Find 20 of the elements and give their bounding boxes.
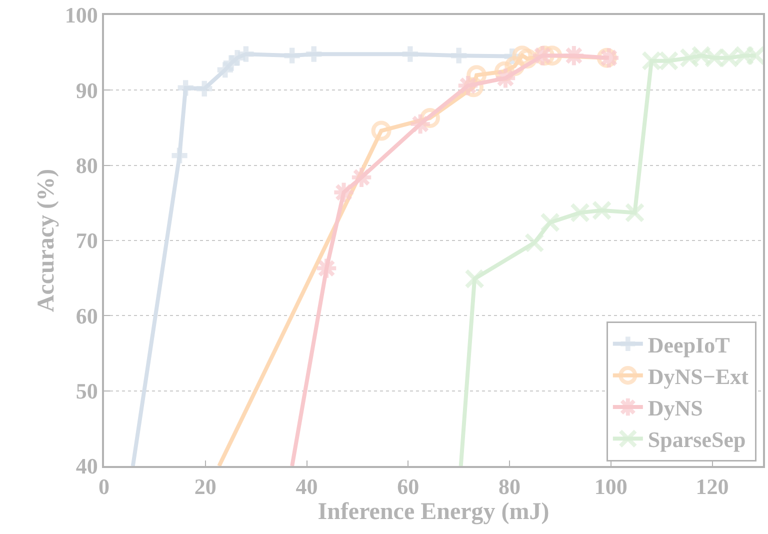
y-tick-label: 90 [76,78,98,103]
legend-label: SparseSep [648,427,746,452]
x-tick-label: 60 [397,474,420,500]
y-tick-label: 60 [76,303,98,328]
y-tick-label: 50 [76,378,98,404]
y-tick-label: 40 [76,454,98,479]
x-tick-label: 120 [696,474,729,500]
x-tick-label: 80 [498,474,521,500]
y-axis-title: Accuracy (%) [33,168,60,312]
legend-label: DyNS−Ext [648,364,750,389]
x-tick-label: 0 [98,474,110,500]
y-tick-label: 70 [76,228,98,254]
x-axis-title: Inference Energy (mJ) [318,499,550,526]
y-tick-label: 80 [76,153,98,178]
legend-label: DeepIoT [648,332,730,358]
y-tick-label: 100 [64,2,98,28]
x-tick-label: 20 [194,474,216,500]
x-tick-label: 40 [296,474,318,500]
x-tick-label: 100 [594,474,628,500]
legend-label: DyNS [648,396,703,421]
